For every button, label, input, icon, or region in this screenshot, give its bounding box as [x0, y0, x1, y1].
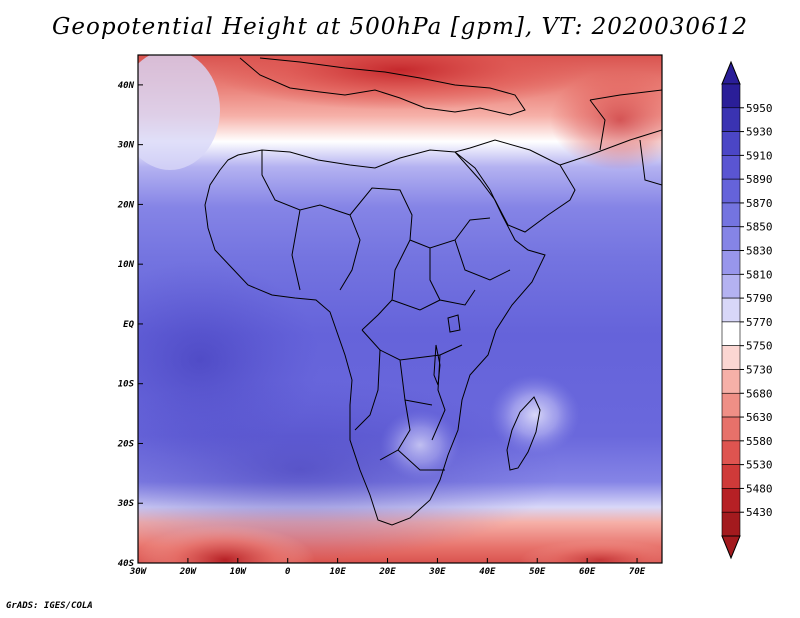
lon-tick-label: 30W	[129, 567, 148, 577]
country-borders	[261, 150, 511, 471]
colorbar-level-label: 5630	[746, 411, 773, 424]
colorbar-level-label: 5890	[746, 173, 773, 186]
colorbar-swatch	[721, 511, 741, 537]
colorbar-swatch	[721, 131, 741, 156]
colorbar-swatch	[721, 107, 741, 132]
coastlines-borders	[204, 57, 662, 526]
colorbar-bottom-arrow	[721, 535, 741, 560]
height-field-shading	[138, 55, 662, 563]
lat-tick-label: 10N	[118, 260, 135, 270]
colorbar-swatch	[721, 416, 741, 442]
lon-tick-label: 20W	[179, 567, 198, 577]
lat-tick-label: 20N	[117, 200, 135, 210]
lon-tick-label: 10W	[230, 567, 248, 577]
europe-coastline	[239, 57, 526, 116]
colorbar-swatch	[721, 274, 741, 299]
colorbar-swatch	[721, 155, 741, 180]
colorbar-level-label: 5850	[746, 221, 773, 234]
colorbar-level-label: 5730	[746, 363, 773, 376]
plot-frame	[137, 54, 663, 564]
colorbar-level-label: 5910	[746, 149, 773, 162]
colorbar-level-label: 5530	[746, 459, 773, 472]
arabia-coastline	[454, 139, 576, 233]
lat-tick-label: 40N	[118, 81, 135, 91]
colorbar-level-label: 5750	[746, 340, 773, 353]
colorbar: 5950 5930 5910 5890 5870 5850 5830 5810 5790 5770…	[721, 60, 773, 560]
grads-credit: GrADS: IGES/COLA	[6, 601, 93, 611]
lat-tick-label: 40S	[118, 559, 135, 569]
lat-tick-label: 20S	[117, 439, 135, 449]
africa-coastline	[204, 149, 546, 526]
lon-tick-label: 10E	[329, 567, 346, 577]
longitude-axis: 30W 20W 10W 0 10E 20E 30E 40E 50E 60E 70E	[129, 558, 646, 577]
colorbar-swatch	[721, 178, 741, 204]
colorbar-swatch	[721, 297, 741, 323]
colorbar-level-label: 5580	[746, 435, 773, 448]
colorbar-swatch	[721, 83, 741, 109]
colorbar-swatch	[721, 440, 741, 465]
lat-tick-label: 30N	[117, 141, 135, 151]
latitude-axis: 40S 30S 20S 10S EQ 10N 20N 30N 40N	[117, 81, 143, 569]
lon-tick-label: 40E	[479, 567, 496, 577]
lake-victoria	[447, 314, 461, 333]
colorbar-level-label: 5790	[746, 292, 773, 305]
asia-borders	[559, 89, 662, 186]
colorbar-swatch	[721, 321, 741, 346]
colorbar-swatch	[721, 369, 741, 394]
colorbar-level-label: 5480	[746, 482, 773, 495]
colorbar-level-label: 5430	[746, 506, 773, 519]
colorbar-swatch	[721, 488, 741, 513]
colorbar-swatch	[721, 392, 741, 418]
colorbar-level-label: 5830	[746, 245, 773, 258]
colorbar-level-label: 5950	[746, 102, 773, 115]
madagascar-coastline	[506, 396, 541, 471]
lat-tick-label: 30S	[117, 499, 135, 509]
colorbar-top-arrow	[721, 60, 741, 85]
lon-tick-label: 70E	[629, 567, 646, 577]
lat-tick-label: EQ	[123, 320, 134, 330]
colorbar-level-label: 5810	[746, 268, 773, 281]
map-title: Geopotential Height at 500hPa [gpm], VT:…	[52, 14, 748, 40]
lon-tick-label: 50E	[529, 567, 546, 577]
lon-tick-label: 20E	[378, 567, 396, 577]
colorbar-swatch	[721, 345, 741, 370]
colorbar-level-label: 5770	[746, 316, 773, 329]
lon-tick-label: 0	[285, 567, 291, 577]
colorbar-level-label: 5930	[746, 126, 773, 139]
colorbar-swatch	[721, 226, 741, 251]
lon-tick-label: 60E	[579, 567, 596, 577]
colorbar-level-label: 5870	[746, 197, 773, 210]
colorbar-swatch	[721, 202, 741, 228]
lat-tick-label: 10S	[118, 380, 135, 390]
lon-tick-label: 30E	[428, 567, 446, 577]
colorbar-level-label: 5680	[746, 387, 773, 400]
lake-tanganyika	[433, 344, 441, 386]
colorbar-swatch	[721, 464, 741, 489]
colorbar-swatch	[721, 250, 741, 275]
